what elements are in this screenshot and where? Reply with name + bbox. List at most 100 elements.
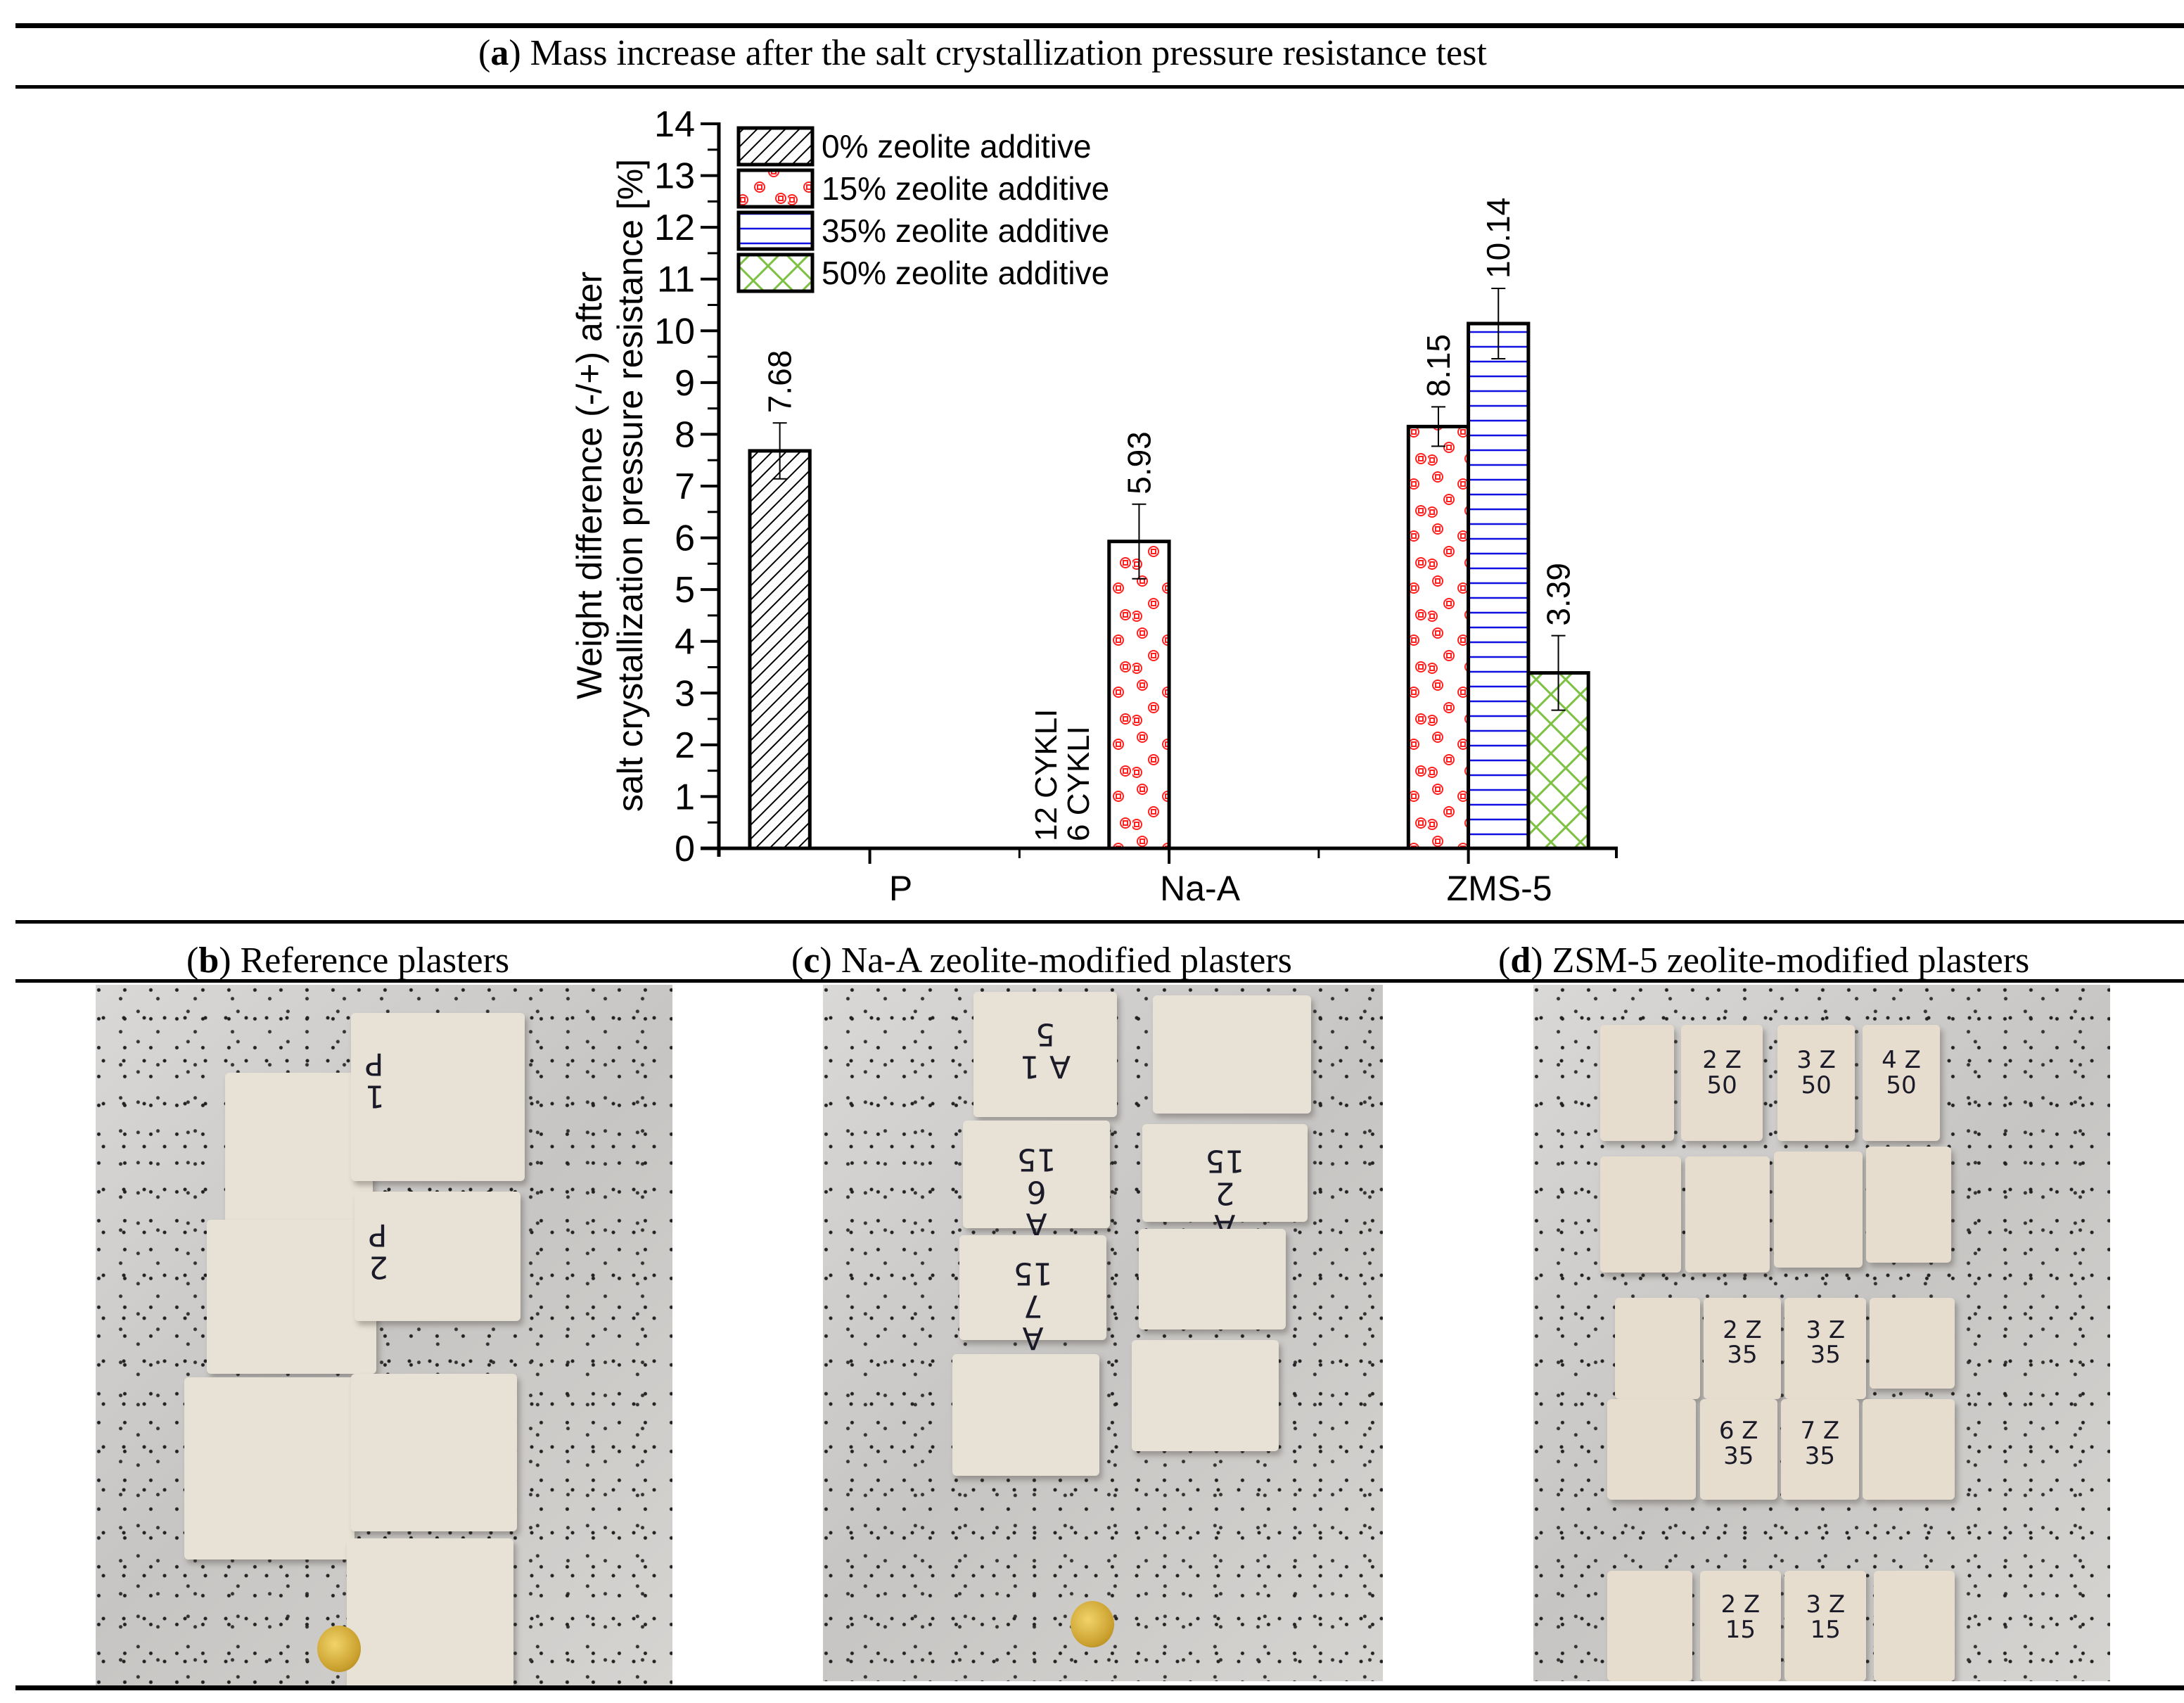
plaster-specimen (347, 1538, 513, 1685)
plaster-specimen: A 1 5 (973, 991, 1118, 1118)
plaster-specimen (1599, 1156, 1682, 1273)
panel-a-bottom-rule (15, 920, 2184, 924)
y-tick-label: 7 (675, 466, 695, 507)
plaster-specimen (1862, 1398, 1955, 1500)
specimen-label: A 7 15 (1013, 1255, 1053, 1356)
cycle-annotation: 12 CYKLI (1029, 709, 1064, 841)
panel-d-caption: (d) ZSM-5 zeolite-modified plasters (1498, 940, 2030, 981)
x-category-label: ZMS-5 (1447, 869, 1552, 908)
panel-a-title: Mass increase after the salt crystalliza… (530, 33, 1487, 73)
legend-swatch (736, 210, 815, 251)
plaster-specimen (1153, 995, 1311, 1114)
legend-label: 50% zeolite additive (822, 255, 1109, 291)
specimen-label: 3 Z 50 (1796, 1046, 1836, 1100)
y-tick-label: 1 (675, 777, 695, 817)
plaster-specimen: 7 Z 35 (1781, 1398, 1859, 1500)
x-category-label: P (889, 869, 912, 908)
photo-na-a-plasters: A 1 5 A 6 15 A 2 15 A 7 15 (823, 985, 1383, 1681)
photo-zsm5-plasters: 2 Z 50 3 Z 50 4 Z 50 2 Z 35 3 Z 35 6 Z 35 7 Z … (1533, 985, 2110, 1681)
plaster-specimen (184, 1377, 355, 1560)
bar-value-label: 3.39 (1540, 563, 1577, 626)
y-tick-label: 12 (654, 208, 695, 248)
plaster-specimen (224, 1072, 373, 1234)
bar (1467, 321, 1531, 850)
plaster-specimen: A 2 15 (1142, 1124, 1308, 1243)
plaster-specimen (1866, 1146, 1951, 1263)
plaster-specimen: A 7 15 (959, 1235, 1107, 1356)
specimen-label: 3 Z 15 (1806, 1590, 1846, 1644)
specimen-label: 2 P (368, 1216, 388, 1285)
y-tick-label: 9 (675, 363, 695, 404)
bar-value-label: 7.68 (762, 350, 798, 414)
specimen-label: A 6 15 (1016, 1140, 1056, 1242)
bar (1406, 424, 1471, 850)
plaster-specimen: 2 Z 35 (1703, 1298, 1782, 1399)
panel-c-title: Na-A zeolite-modified plasters (841, 940, 1292, 981)
plaster-specimen: 2 Z 50 (1681, 1025, 1763, 1142)
plaster-specimen (1131, 1339, 1279, 1452)
x-category-label: Na-A (1160, 869, 1241, 908)
specimen-label: 2 Z 35 (1723, 1315, 1762, 1370)
legend-label: 0% zeolite additive (822, 128, 1092, 165)
plaster-specimen: 3 Z 15 (1784, 1570, 1867, 1681)
cycle-annotation: 6 CYKLI (1061, 726, 1096, 841)
y-tick-label: 6 (675, 518, 695, 559)
plaster-specimen (1773, 1151, 1863, 1268)
y-tick-label: 10 (654, 311, 695, 352)
photo-header-rule (15, 979, 2184, 983)
panel-a-header-rule (15, 85, 2184, 89)
panel-d-letter: d (1510, 940, 1531, 981)
panel-b-caption: (b) Reference plasters (186, 940, 510, 981)
bar (1107, 540, 1171, 850)
specimen-label: A 1 5 (1020, 1015, 1071, 1084)
y-tick-label: 2 (675, 725, 695, 766)
legend-label: 35% zeolite additive (822, 212, 1109, 249)
photo-reference-plasters: 1 P 2 P (96, 985, 672, 1685)
plaster-specimen (350, 1373, 518, 1531)
plaster-specimen: 3 Z 35 (1784, 1298, 1867, 1399)
y-axis-label: salt crystallization pressure resistance… (611, 159, 650, 812)
panel-b-letter: b (198, 940, 219, 981)
panel-a-caption: (a) Mass increase after the salt crystal… (478, 33, 1487, 73)
plaster-specimen: 6 Z 35 (1699, 1398, 1777, 1500)
legend-label: 15% zeolite additive (822, 170, 1109, 207)
bar-value-label: 10.14 (1480, 198, 1516, 279)
specimen-label: 7 Z 35 (1800, 1417, 1840, 1470)
plaster-specimen (952, 1353, 1099, 1476)
specimen-label: A 2 15 (1205, 1142, 1245, 1244)
plaster-specimen (1685, 1156, 1770, 1273)
top-rule (15, 23, 2184, 28)
plaster-specimen: 2 Z 15 (1699, 1570, 1782, 1681)
panel-c-letter: c (803, 940, 820, 981)
bar (748, 449, 812, 850)
specimen-label: 2 Z 50 (1702, 1046, 1742, 1100)
plaster-specimen (1607, 1398, 1697, 1500)
specimen-label: 4 Z 50 (1882, 1046, 1921, 1100)
panel-c-caption: (c) Na-A zeolite-modified plasters (791, 940, 1292, 981)
y-tick-label: 8 (675, 414, 695, 455)
plaster-specimen: 2 P (354, 1191, 521, 1322)
plaster-specimen: 1 P (350, 1012, 525, 1181)
y-tick-label: 4 (675, 622, 695, 663)
panel-d-title: ZSM-5 zeolite-modified plasters (1552, 940, 2030, 981)
y-tick-label: 3 (675, 673, 695, 714)
legend-swatch (736, 253, 815, 293)
specimen-label: 1 P (364, 1045, 385, 1114)
bar-value-label: 5.93 (1120, 431, 1157, 495)
panel-a-letter: a (490, 33, 509, 73)
plaster-specimen (1870, 1298, 1955, 1389)
reference-coin (1071, 1601, 1115, 1648)
y-axis-label: Weight difference (-/+) after (570, 272, 609, 699)
plaster-specimen (1599, 1025, 1674, 1142)
plaster-specimen: 3 Z 50 (1777, 1025, 1856, 1142)
plaster-specimen (1614, 1298, 1700, 1399)
specimen-label: 3 Z 35 (1806, 1315, 1846, 1370)
plaster-specimen: A 6 15 (963, 1121, 1111, 1242)
plaster-specimen (1873, 1570, 1955, 1681)
plaster-specimen (1139, 1228, 1286, 1330)
specimen-label: 6 Z 35 (1718, 1417, 1758, 1470)
reference-coin (317, 1626, 362, 1673)
plaster-specimen (1607, 1570, 1693, 1681)
y-tick-label: 5 (675, 570, 695, 611)
